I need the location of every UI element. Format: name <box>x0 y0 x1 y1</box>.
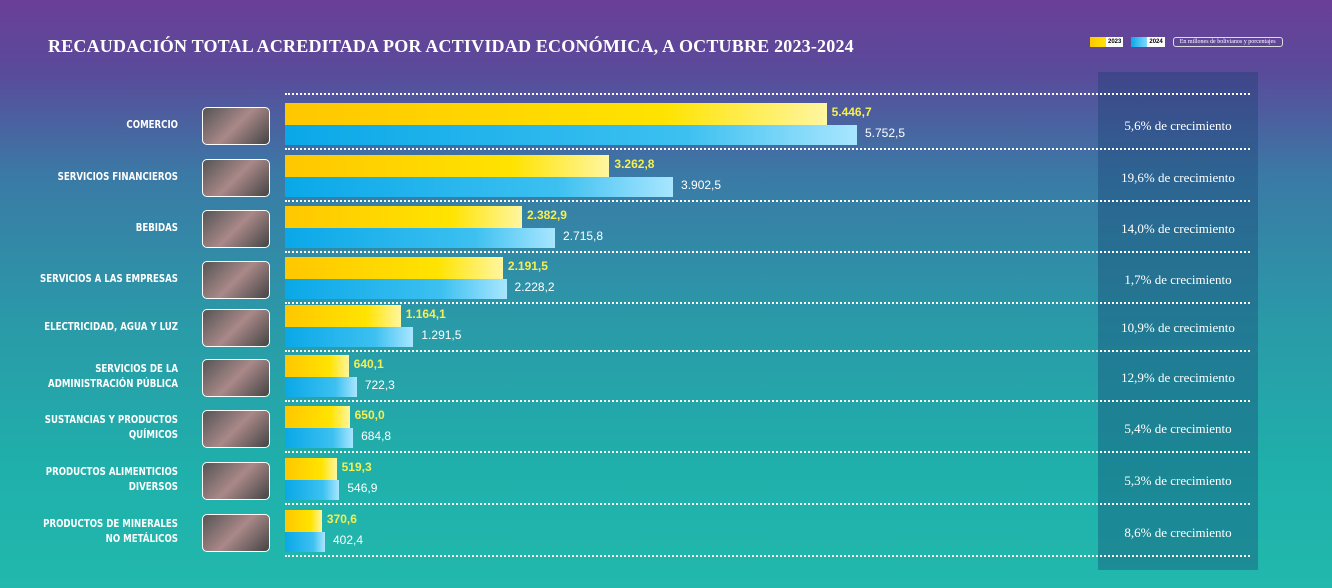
bar-2024 <box>285 125 857 145</box>
category-row: SERVICIOS DE LA ADMINISTRACIÓN PÚBLICA 64… <box>0 352 1332 402</box>
divider <box>285 302 1250 304</box>
category-photo <box>202 261 270 299</box>
bar-2024 <box>285 177 674 197</box>
category-label: PRODUCTOS DE MINERALES NO METÁLICOS <box>43 518 178 545</box>
growth-label: 5,3% de crecimiento <box>1124 473 1232 488</box>
category-label: SUSTANCIAS Y PRODUCTOS QUÍMICOS <box>44 414 178 441</box>
divider <box>285 400 1250 402</box>
chart-title: RECAUDACIÓN TOTAL ACREDITADA POR ACTIVID… <box>48 36 854 56</box>
bar-2024 <box>285 279 507 299</box>
bar-2024 <box>285 480 340 500</box>
divider <box>285 93 1250 95</box>
unit-note: En millones de bolivianos y porcentajes <box>1172 37 1283 47</box>
category-label: SERVICIOS A LAS EMPRESAS <box>40 272 179 285</box>
bar-2024 <box>285 377 357 397</box>
category-row: BEBIDAS 2.382,9 2.715,8 14,0% de crecimient… <box>0 203 1332 253</box>
value-label-2024: 1.291,5 <box>421 328 462 342</box>
divider <box>285 555 1250 557</box>
value-label-2024: 722,3 <box>364 378 395 392</box>
category-label: SERVICIOS FINANCIEROS <box>57 170 178 183</box>
bar-2023 <box>285 406 350 428</box>
category-row: COMERCIO 5.446,7 5.752,5 5,6% de crecimient… <box>0 100 1332 150</box>
value-label-2023: 640,1 <box>353 357 384 371</box>
bar-2023 <box>285 355 349 377</box>
legend: 2023 2024 En millones de bolivianos y po… <box>1090 37 1283 47</box>
bar-2023 <box>285 458 337 480</box>
growth-label: 5,6% de crecimiento <box>1124 118 1232 133</box>
category-row: PRODUCTOS DE MINERALES NO METÁLICOS 370,6… <box>0 507 1332 557</box>
divider <box>285 451 1250 453</box>
category-photo <box>202 210 270 248</box>
value-label-2023: 650,0 <box>354 408 385 422</box>
category-label: COMERCIO <box>126 118 178 131</box>
category-row: ELECTRICIDAD, AGUA Y LUZ 1.164,1 1.291,5 10… <box>0 302 1332 352</box>
legend-2023: 2023 <box>1090 37 1124 47</box>
value-label-2024: 3.902,5 <box>681 178 722 192</box>
bar-2024 <box>285 228 556 248</box>
growth-label: 5,4% de crecimiento <box>1124 421 1232 436</box>
value-label-2024: 5.752,5 <box>865 126 906 140</box>
value-label-2024: 546,9 <box>347 481 378 495</box>
value-label-2023: 1.164,1 <box>405 307 446 321</box>
category-photo <box>202 309 270 347</box>
value-label-2024: 2.228,2 <box>514 280 555 294</box>
growth-label: 8,6% de crecimiento <box>1124 525 1232 540</box>
value-label-2024: 402,4 <box>333 533 364 547</box>
category-photo <box>202 462 270 500</box>
growth-panel <box>1098 72 1258 570</box>
bar-2024 <box>285 532 325 552</box>
value-label-2024: 2.715,8 <box>563 229 604 243</box>
value-label-2023: 2.191,5 <box>507 259 548 273</box>
value-label-2023: 2.382,9 <box>526 208 567 222</box>
value-label-2023: 5.446,7 <box>831 105 872 119</box>
value-label-2023: 370,6 <box>326 512 357 526</box>
value-label-2023: 3.262,8 <box>614 157 655 171</box>
category-photo <box>202 410 270 448</box>
bar-2023 <box>285 305 401 327</box>
category-row: SERVICIOS A LAS EMPRESAS 2.191,5 2.228,2 1,… <box>0 254 1332 304</box>
legend-2024: 2024 <box>1131 37 1165 47</box>
bar-2023 <box>285 155 610 177</box>
category-label: ELECTRICIDAD, AGUA Y LUZ <box>44 320 178 333</box>
category-label: PRODUCTOS ALIMENTICIOS DIVERSOS <box>45 466 178 493</box>
category-label: BEBIDAS <box>135 221 178 234</box>
value-label-2023: 519,3 <box>341 460 372 474</box>
growth-label: 10,9% de crecimiento <box>1121 320 1235 335</box>
bar-2023 <box>285 257 503 279</box>
bar-2023 <box>285 510 322 532</box>
category-row: SUSTANCIAS Y PRODUCTOS QUÍMICOS 650,0 684,… <box>0 403 1332 453</box>
category-photo <box>202 514 270 552</box>
divider <box>285 148 1250 150</box>
bar-2024 <box>285 428 354 448</box>
value-label-2024: 684,8 <box>361 429 392 443</box>
category-photo <box>202 159 270 197</box>
divider <box>285 200 1250 202</box>
growth-label: 14,0% de crecimiento <box>1121 221 1235 236</box>
category-row: SERVICIOS FINANCIEROS 3.262,8 3.902,5 19,6%… <box>0 152 1332 202</box>
bar-2024 <box>285 327 414 347</box>
category-row: PRODUCTOS ALIMENTICIOS DIVERSOS 519,3 546,… <box>0 455 1332 505</box>
divider <box>285 350 1250 352</box>
divider <box>285 503 1250 505</box>
category-photo <box>202 359 270 397</box>
growth-label: 12,9% de crecimiento <box>1121 370 1235 385</box>
divider <box>285 251 1250 253</box>
growth-label: 19,6% de crecimiento <box>1121 170 1235 185</box>
bar-2023 <box>285 206 522 228</box>
category-photo <box>202 107 270 145</box>
growth-label: 1,7% de crecimiento <box>1124 272 1232 287</box>
category-label: SERVICIOS DE LA ADMINISTRACIÓN PÚBLICA <box>48 363 178 390</box>
bar-2023 <box>285 103 827 125</box>
